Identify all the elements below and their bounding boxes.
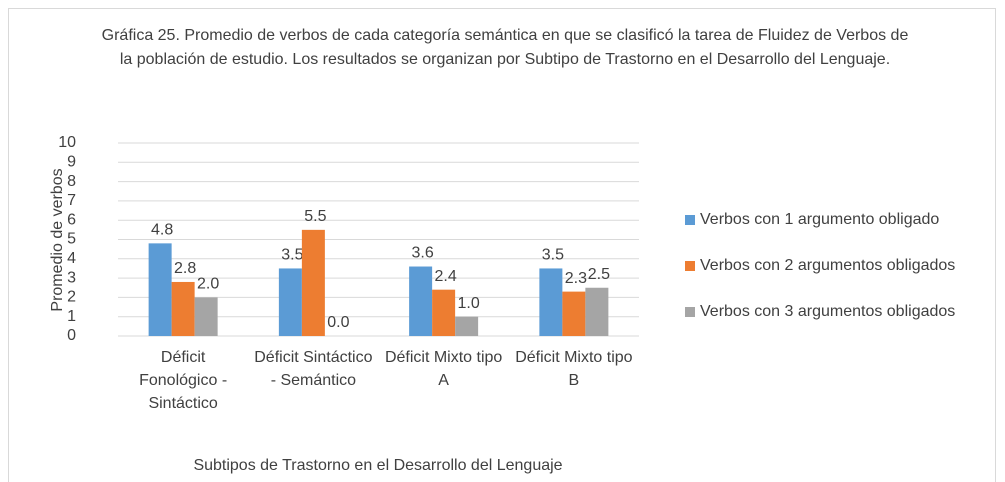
legend-swatch bbox=[685, 307, 695, 317]
bar bbox=[562, 291, 586, 336]
bar bbox=[432, 289, 456, 336]
data-label: 4.8 bbox=[151, 222, 173, 239]
chart-title: Gráfica 25. Promedio de verbos de cada c… bbox=[101, 27, 909, 68]
data-label: 0.0 bbox=[327, 314, 349, 331]
x-tick-label: Déficit Fonológico - Sintáctico bbox=[139, 349, 228, 412]
y-tick-label: 3 bbox=[67, 269, 76, 286]
y-tick-label: 1 bbox=[67, 308, 76, 325]
data-label: 1.0 bbox=[458, 295, 480, 312]
legend-label: Verbos con 2 argumentos obligados bbox=[700, 257, 956, 274]
y-tick-label: 4 bbox=[67, 250, 76, 267]
data-label: 2.5 bbox=[588, 266, 610, 283]
data-label: 3.6 bbox=[412, 245, 434, 262]
x-axis-title: Subtipos de Trastorno en el Desarrollo d… bbox=[193, 457, 562, 474]
data-label: 3.5 bbox=[542, 247, 564, 264]
bar bbox=[301, 229, 325, 336]
legend-item: Verbos con 2 argumentos obligados bbox=[685, 254, 997, 278]
x-tick-label: Déficit Mixto tipo A bbox=[384, 349, 503, 389]
bar bbox=[148, 243, 172, 336]
legend-item: Verbos con 3 argumentos obligados bbox=[685, 300, 997, 324]
chart-border bbox=[8, 8, 996, 482]
legend-label: Verbos con 3 argumentos obligados bbox=[700, 303, 956, 320]
bar bbox=[409, 266, 433, 336]
data-label: 2.8 bbox=[174, 260, 196, 277]
bar bbox=[194, 297, 218, 336]
bar bbox=[539, 268, 563, 336]
y-tick-label: 9 bbox=[67, 154, 76, 171]
data-label: 5.5 bbox=[304, 208, 326, 225]
y-tick-label: 7 bbox=[67, 192, 76, 209]
legend: Verbos con 1 argumento obligado Verbos co… bbox=[685, 208, 997, 324]
y-tick-label: 6 bbox=[67, 211, 76, 228]
y-tick-label: 2 bbox=[67, 289, 76, 306]
y-axis-title: Promedio de verbos bbox=[49, 168, 66, 311]
data-label: 2.0 bbox=[197, 276, 219, 293]
data-label: 2.3 bbox=[565, 270, 587, 287]
y-tick-label: 10 bbox=[58, 134, 76, 151]
x-tick-label: Déficit Mixto tipo B bbox=[515, 349, 633, 389]
bar bbox=[171, 281, 195, 336]
legend-swatch bbox=[685, 215, 695, 225]
bar bbox=[585, 287, 609, 336]
data-label: 2.4 bbox=[435, 268, 457, 285]
legend-label: Verbos con 1 argumento obligado bbox=[700, 211, 940, 228]
legend-swatch bbox=[685, 261, 695, 271]
legend-item: Verbos con 1 argumento obligado bbox=[685, 208, 997, 232]
y-tick-label: 5 bbox=[67, 231, 76, 248]
y-tick-label: 8 bbox=[67, 173, 76, 190]
x-tick-label: Déficit Sintáctico - Semántico bbox=[254, 349, 373, 389]
bar bbox=[455, 316, 479, 336]
data-label: 3.5 bbox=[281, 247, 303, 264]
bar bbox=[278, 268, 302, 336]
y-tick-label: 0 bbox=[67, 327, 76, 344]
